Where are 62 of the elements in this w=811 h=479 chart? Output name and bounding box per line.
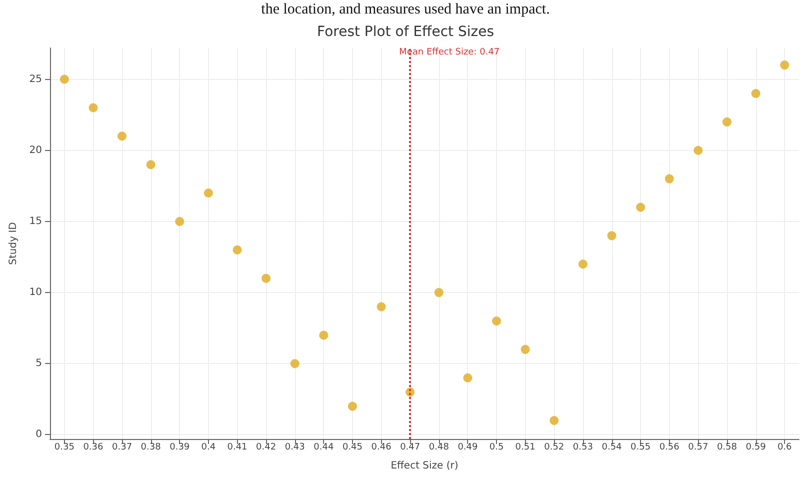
x-tick-label: 0.53 (572, 442, 593, 452)
y-tick-label: 15 (29, 216, 42, 227)
x-tick-label: 0.47 (400, 442, 420, 452)
x-tick-label: 0.39 (170, 442, 190, 452)
point (204, 188, 213, 198)
y-tick-label: 20 (29, 144, 42, 156)
x-tick-label: 0.35 (54, 442, 74, 452)
y-tick-label: 25 (29, 74, 42, 85)
point (376, 302, 386, 312)
point (694, 146, 703, 155)
point (664, 174, 674, 184)
point (607, 231, 616, 240)
point (290, 359, 300, 368)
y-axis-title: Study ID (8, 222, 19, 265)
x-tick-label: 0.4 (201, 442, 216, 452)
point (578, 260, 588, 269)
x-tick-label: 0.6 (777, 442, 792, 452)
x-tick-label: 0.49 (458, 442, 478, 452)
point (262, 274, 271, 283)
point (175, 216, 184, 226)
point (118, 132, 127, 141)
point (463, 373, 472, 382)
x-tick-label: 0.41 (227, 442, 248, 452)
x-tick-label: 0.52 (544, 442, 564, 452)
point (319, 330, 328, 340)
x-tick-label: 0.54 (602, 442, 622, 452)
x-tick-label: 0.55 (630, 442, 651, 452)
text: the location, and measures used have an impact. (261, 2, 550, 18)
point (434, 288, 444, 298)
x-tick-label: 0.5 (489, 442, 504, 452)
y-tick-label: 0 (36, 429, 42, 440)
x-tick-label: 0.44 (314, 442, 334, 452)
point (520, 344, 530, 354)
point (232, 245, 242, 254)
point (722, 117, 732, 126)
x-tick-label: 0.56 (659, 442, 680, 452)
x-axis-title: Effect Size (r) (390, 460, 458, 472)
x-tick-label: 0.42 (256, 442, 276, 452)
ref-line-label: Mean Effect Size: 0.47 (399, 48, 500, 58)
x-tick-label: 0.38 (140, 442, 162, 452)
x-tick-label: 0.58 (716, 442, 738, 452)
point (550, 416, 559, 426)
x-tick-label: 0.51 (515, 442, 536, 452)
point (751, 89, 760, 98)
x-tick-label: 0.43 (284, 442, 305, 452)
x-tick-label: 0.48 (428, 442, 450, 452)
x-tick-label: 0.57 (688, 442, 708, 452)
y-tick-label: 5 (36, 358, 42, 370)
point (636, 202, 646, 212)
x-tick-label: 0.37 (112, 442, 132, 452)
x-tick-label: 0.45 (342, 442, 363, 452)
point (146, 160, 156, 170)
point (60, 74, 69, 84)
point (492, 316, 502, 326)
y-tick-label: 10 (29, 287, 42, 298)
x-tick-label: 0.46 (371, 442, 392, 452)
point (348, 402, 357, 411)
point (88, 103, 98, 112)
point (780, 60, 790, 70)
x-tick-label: 0.36 (83, 442, 104, 452)
x-tick-label: 0.59 (746, 442, 766, 452)
chart-title: Forest Plot of Effect Sizes (317, 24, 494, 40)
